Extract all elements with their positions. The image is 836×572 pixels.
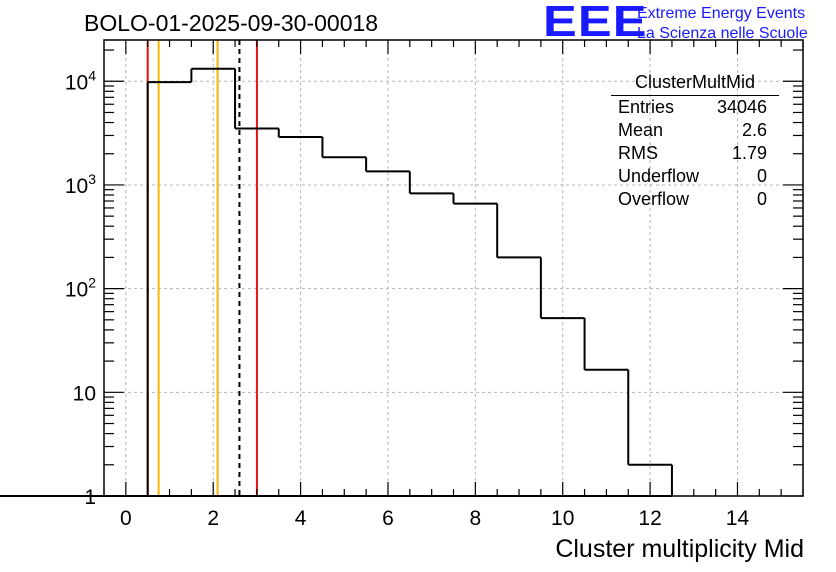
tick-labels: 0 2 4 6 8 10 12 14 1 10 102 103 104 (65, 67, 750, 530)
logo-line2: La Scienza nelle Scuole (637, 25, 808, 42)
x-axis-title: Cluster multiplicity Mid (555, 535, 804, 563)
x-tick-label: 6 (382, 507, 394, 530)
x-tick-label: 0 (120, 507, 132, 530)
reference-lines (146, 40, 258, 496)
stat-row-entries: Entries 34046 (609, 96, 779, 119)
stat-value: 0 (756, 166, 767, 186)
y-tick-label: 103 (65, 171, 96, 198)
x-tick-label: 14 (726, 507, 750, 530)
stat-label: Mean (618, 120, 664, 140)
x-tick-label: 12 (638, 507, 661, 530)
stats-box: ClusterMultMid Entries 34046 Mean 2.6 RM… (609, 72, 779, 211)
stat-row-overflow: Overflow 0 (609, 188, 779, 211)
stat-row-rms: RMS 1.79 (609, 142, 779, 165)
x-tick-label: 4 (295, 507, 307, 530)
y-tick-label: 1 (84, 486, 96, 509)
stat-row-underflow: Underflow 0 (609, 165, 779, 188)
stat-label: Overflow (618, 189, 690, 209)
stat-label: Underflow (618, 166, 700, 186)
y-tick-label: 104 (65, 67, 96, 94)
x-tick-label: 10 (551, 507, 574, 530)
y-tick-label: 10 (73, 382, 96, 405)
x-tick-label: 2 (207, 507, 219, 530)
page-title: BOLO-01-2025-09-30-00018 (84, 10, 379, 36)
x-tick-label: 8 (470, 507, 482, 530)
logo-line1: Extreme Energy Events (637, 5, 806, 22)
stats-title: ClusterMultMid (611, 72, 779, 96)
stat-value: 0 (756, 189, 767, 209)
stat-value: 2.6 (741, 120, 767, 140)
y-tick-label: 102 (65, 275, 96, 302)
stat-value: 1.79 (731, 143, 767, 163)
grid-layer (104, 40, 803, 497)
histogram-layer (0, 67, 673, 497)
stat-row-mean: Mean 2.6 (609, 119, 779, 142)
tick-layer (104, 40, 804, 497)
logo-mark: EEE (543, 0, 648, 46)
stat-label: Entries (618, 97, 675, 117)
stat-value: 34046 (716, 97, 767, 117)
stat-label: RMS (618, 143, 658, 163)
